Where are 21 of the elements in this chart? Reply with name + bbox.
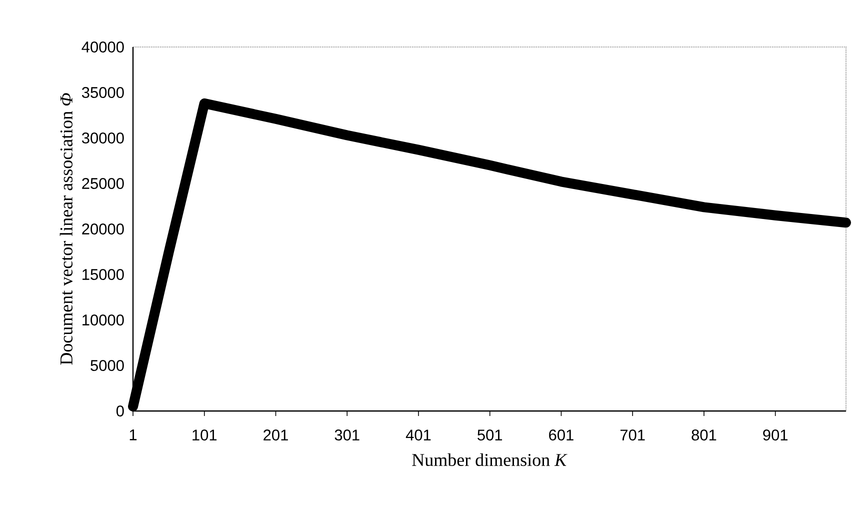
x-tick-label: 601 — [549, 430, 574, 441]
y-tick-label: 25000 — [82, 178, 124, 189]
y-tick-label: 35000 — [82, 87, 124, 98]
x-tick-label: 901 — [763, 430, 788, 441]
y-tick-label: 20000 — [82, 224, 124, 234]
x-tick-label: 1 — [130, 430, 137, 440]
x-tick-label: 801 — [692, 430, 716, 441]
x-tick-label: 201 — [264, 430, 288, 441]
x-tick-label: 301 — [334, 430, 360, 441]
y-tick-label: 15000 — [82, 269, 124, 280]
y-tick-label: 40000 — [82, 42, 124, 52]
x-tick-label: 701 — [620, 430, 645, 441]
x-tick-label: 101 — [192, 430, 217, 441]
y-tick-label: 10000 — [82, 314, 124, 326]
x-axis-title: Number dimension K — [412, 453, 568, 466]
y-tick-label: 30000 — [82, 132, 124, 144]
x-tick-label: 401 — [406, 430, 431, 441]
x-tick-label: 501 — [478, 430, 502, 441]
y-tick-label: 5000 — [90, 360, 124, 371]
y-tick-label: 0 — [116, 406, 124, 416]
y-axis-title: Document vector linear association Φ — [60, 93, 72, 365]
